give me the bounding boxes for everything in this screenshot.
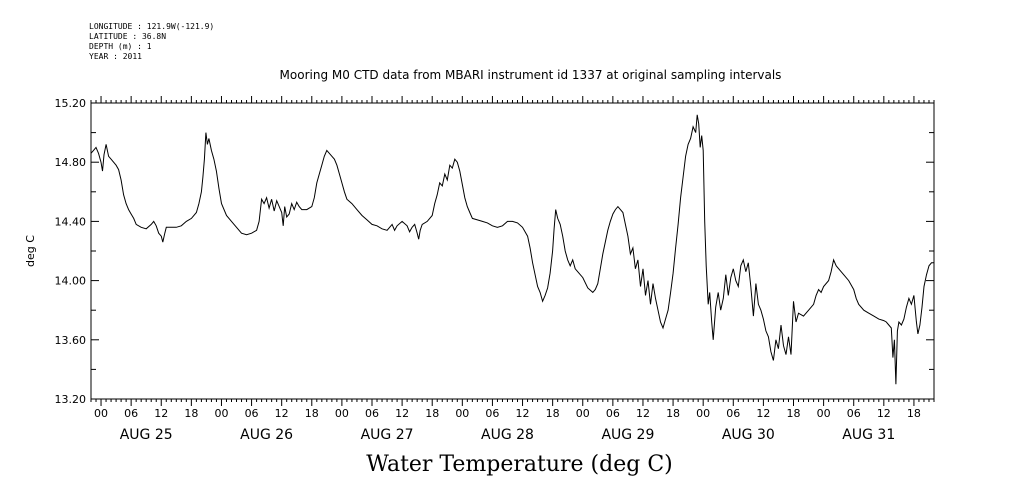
x-hour-label: 12 — [877, 407, 891, 420]
day-labels: AUG 25 AUG 26 AUG 27 AUG 28 AUG 29 AUG 30 AUG … — [120, 427, 896, 443]
x-hour-label: 12 — [395, 407, 409, 420]
x-hour-label: 12 — [516, 407, 530, 420]
x-day-label: AUG 27 — [361, 427, 414, 443]
x-day-label: AUG 31 — [842, 427, 895, 443]
x-hour-label: 06 — [245, 407, 259, 420]
y-tick-label: 14.40 — [55, 215, 87, 228]
year-text: YEAR : 2011 — [89, 52, 142, 61]
x-hour-label: 12 — [154, 407, 168, 420]
y-tick-label: 14.00 — [55, 275, 87, 288]
x-day-label: AUG 26 — [240, 427, 293, 443]
series-line-water-temperature — [90, 114, 934, 385]
x-hour-label: 18 — [787, 407, 801, 420]
x-hour-label: 18 — [666, 407, 680, 420]
x-hour-label: 00 — [696, 407, 710, 420]
y-tick-label: 13.60 — [55, 334, 87, 347]
x-day-label: AUG 25 — [120, 427, 173, 443]
plot-frame — [90, 102, 935, 400]
x-hour-label: 00 — [335, 407, 349, 420]
x-hour-label: 06 — [124, 407, 138, 420]
x-hour-label: 18 — [907, 407, 921, 420]
x-hour-label: 00 — [576, 407, 590, 420]
latitude-text: LATITUDE : 36.8N — [89, 32, 167, 41]
x-hour-label: 06 — [485, 407, 499, 420]
x-hour-label: 12 — [636, 407, 650, 420]
x-hour-label: 00 — [817, 407, 831, 420]
x-day-label: AUG 29 — [601, 427, 654, 443]
x-hour-label: 18 — [184, 407, 198, 420]
chart-title: Mooring M0 CTD data from MBARI instrumen… — [279, 68, 782, 82]
x-hour-label: 12 — [756, 407, 770, 420]
y-tick-labels: 13.20 13.60 14.00 14.40 14.80 15.20 — [55, 97, 87, 406]
x-tick-labels: 00 06 12 18 00 06 12 18 00 06 12 18 00 06 12 18 00 06 12 18… — [94, 407, 921, 420]
x-hour-label: 06 — [847, 407, 861, 420]
x-hour-label: 00 — [455, 407, 469, 420]
x-hour-label: 18 — [425, 407, 439, 420]
longitude-text: LONGITUDE : 121.9W(-121.9) — [89, 22, 215, 31]
x-hour-label: 00 — [94, 407, 108, 420]
x-hour-label: 12 — [275, 407, 289, 420]
y-tick-label: 13.20 — [55, 393, 87, 406]
x-day-label: AUG 28 — [481, 427, 534, 443]
x-day-label: AUG 30 — [722, 427, 775, 443]
y-tick-label: 15.20 — [55, 97, 87, 110]
x-axis-label: Water Temperature (deg C) — [366, 452, 673, 477]
y-tick-label: 14.80 — [55, 156, 87, 169]
station-metadata: LONGITUDE : 121.9W(-121.9) LATITUDE : 36… — [89, 22, 214, 62]
x-hour-label: 06 — [606, 407, 620, 420]
axis-ticks — [90, 96, 935, 406]
y-axis-label: deg C — [24, 235, 37, 267]
x-hour-label: 00 — [214, 407, 228, 420]
x-hour-label: 06 — [726, 407, 740, 420]
x-hour-label: 18 — [305, 407, 319, 420]
x-hour-label: 06 — [365, 407, 379, 420]
depth-text: DEPTH (m) : 1 — [89, 42, 152, 51]
x-hour-label: 18 — [546, 407, 560, 420]
